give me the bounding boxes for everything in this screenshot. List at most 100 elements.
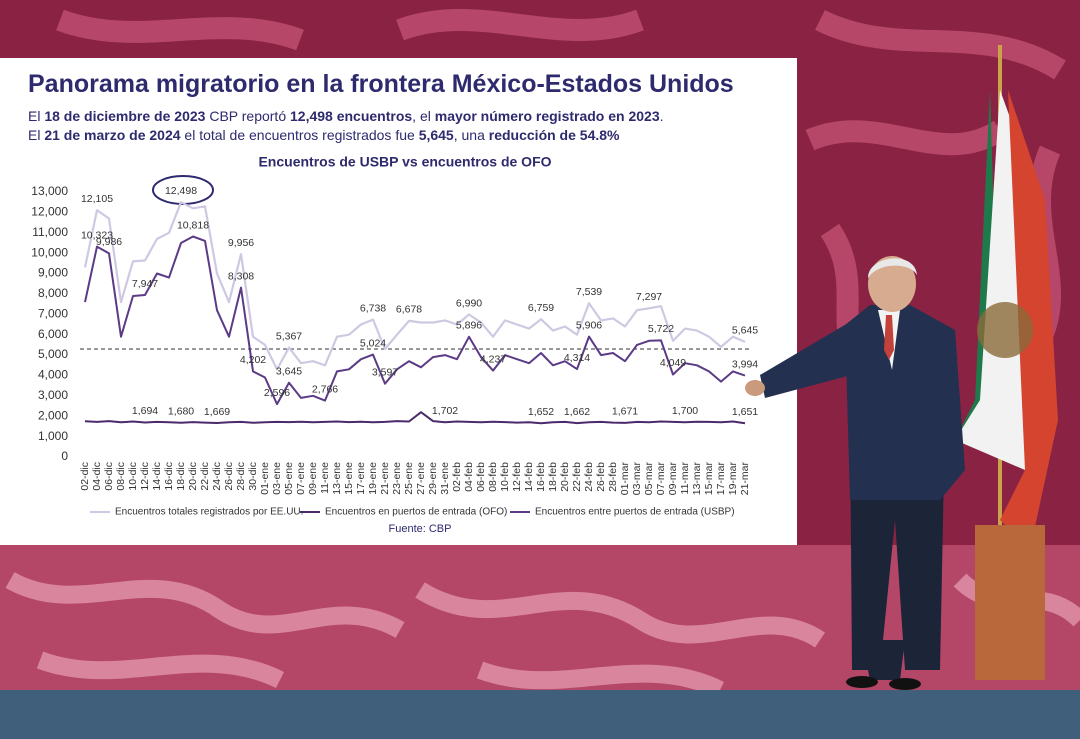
- data-label: 1,694: [132, 405, 158, 417]
- x-tick-label: 12-feb: [511, 462, 523, 492]
- x-tick-label: 06-dic: [103, 462, 115, 491]
- speaker: [745, 256, 965, 690]
- x-tick-label: 22-feb: [571, 462, 583, 492]
- title: Panorama migratorio en la frontera Méxic…: [28, 70, 734, 98]
- x-tick-label: 04-feb: [463, 462, 475, 492]
- subtitle-line: El 21 de marzo de 2024 el total de encue…: [28, 126, 788, 145]
- subtitle-segment: 12,498 encuentros: [290, 108, 413, 124]
- series-line: [84, 235, 746, 406]
- header: Panorama migratorio en la frontera Méxic…: [28, 70, 788, 145]
- source: Fuente: CBP: [389, 523, 452, 535]
- swirl: [415, 582, 825, 648]
- x-tick-label: 27-ene: [415, 462, 427, 495]
- x-tick-label: 20-feb: [559, 462, 571, 492]
- data-label: 4,049: [660, 357, 686, 369]
- head: [868, 256, 916, 312]
- data-label: 6,738: [360, 302, 386, 314]
- pedestal: [975, 525, 1045, 680]
- chart-title: Encuentros de USBP vs encuentros de OFO: [258, 154, 551, 170]
- data-label: 1,669: [204, 406, 230, 418]
- x-tick-label: 15-ene: [343, 462, 355, 495]
- x-tick-label: 11-mar: [679, 462, 691, 495]
- data-label: 1,652: [528, 406, 554, 418]
- data-label: 1,700: [672, 405, 698, 417]
- tie: [884, 315, 894, 360]
- y-tick-label: 10,000: [31, 245, 68, 259]
- x-tick-label: 04-dic: [91, 462, 103, 491]
- subtitle-segment: mayor número registrado en 2023: [434, 108, 660, 124]
- x-tick-label: 25-ene: [403, 462, 415, 495]
- data-label: 1,671: [612, 406, 638, 418]
- legend-label: Encuentros en puertos de entrada (OFO): [325, 507, 507, 518]
- x-tick-label: 31-ene: [439, 462, 451, 495]
- x-tick-label: 09-mar: [667, 462, 679, 496]
- data-label: 12,498: [165, 185, 197, 197]
- data-label: 3,994: [732, 358, 758, 370]
- x-tick-label: 26-feb: [595, 462, 607, 492]
- subtitle-segment: 5,645: [418, 127, 454, 143]
- y-tick-label: 8,000: [38, 286, 68, 300]
- x-tick-label: 24-dic: [211, 462, 223, 491]
- x-tick-label: 13-mar: [691, 462, 703, 496]
- x-tick-label: 21-mar: [739, 462, 751, 496]
- data-label: 6,990: [456, 297, 482, 309]
- x-tick-label: 28-feb: [607, 462, 619, 492]
- x-tick-label: 02-feb: [451, 462, 463, 492]
- x-tick-label: 26-dic: [223, 462, 235, 491]
- plot: 0 1,000 2,000 3,000 4,000 5,000 6,000 7,000 8,00…: [31, 184, 758, 517]
- swirl: [815, 10, 1066, 80]
- x-tick-label: 05-mar: [643, 462, 655, 496]
- x-tick-label: 13-ene: [331, 462, 343, 495]
- x-tick-label: 07-mar: [655, 462, 667, 496]
- x-tick-label: 24-feb: [583, 462, 595, 492]
- x-tick-label: 02-dic: [79, 462, 91, 491]
- x-tick-label: 10-feb: [499, 462, 511, 492]
- swirl: [56, 9, 304, 51]
- x-tick-label: 09-ene: [307, 462, 319, 495]
- x-tick-label: 03-ene: [271, 462, 283, 495]
- backdrop-pattern: [56, 9, 1066, 399]
- data-label: 5,024: [360, 337, 386, 349]
- data-label: 3,645: [276, 365, 302, 377]
- x-tick-label: 14-feb: [523, 462, 535, 492]
- x-tick-label: 15-mar: [703, 462, 715, 496]
- x-tick-label: 20-dic: [187, 462, 199, 491]
- subtitle-segment: , el: [412, 108, 435, 124]
- subtitle-segment: CBP reportó: [205, 108, 290, 124]
- y-tick-label: 3,000: [38, 388, 68, 402]
- x-tick-label: 19-mar: [727, 462, 739, 496]
- y-tick-label: 1,000: [38, 429, 68, 443]
- x-tick-label: 06-feb: [475, 462, 487, 492]
- data-label: 7,947: [132, 278, 158, 290]
- data-label: 5,896: [456, 320, 482, 332]
- x-tick-label: 19-ene: [367, 462, 379, 495]
- x-tick-label: 17-ene: [355, 462, 367, 495]
- data-label: 3,597: [372, 366, 398, 378]
- y-tick-label: 2,000: [38, 408, 68, 422]
- x-tick-label: 05-ene: [283, 462, 295, 495]
- floor: [0, 690, 1080, 739]
- x-tick-label: 14-dic: [151, 462, 163, 491]
- data-label: 1,680: [168, 406, 194, 418]
- x-tick-label: 21-ene: [379, 462, 391, 495]
- data-label: 7,297: [636, 291, 662, 303]
- x-tick-label: 03-mar: [631, 462, 643, 496]
- x-tick-label: 16-dic: [163, 462, 175, 491]
- flag-emblem: [977, 302, 1033, 358]
- swirl: [36, 651, 285, 689]
- data-label: 5,645: [732, 325, 758, 337]
- y-tick-label: 5,000: [38, 347, 68, 361]
- swirl: [396, 9, 644, 41]
- x-tick-label: 12-dic: [139, 462, 151, 491]
- data-label: 10,818: [177, 219, 209, 231]
- hair: [868, 258, 917, 278]
- data-label: 2,766: [312, 383, 338, 395]
- data-label: 9,986: [96, 236, 122, 248]
- screen: [0, 58, 797, 545]
- data-label: 5,367: [276, 330, 302, 342]
- y-tick-label: 4,000: [38, 368, 68, 382]
- series-line: [84, 411, 746, 425]
- x-tick-label: 28-dic: [235, 462, 247, 491]
